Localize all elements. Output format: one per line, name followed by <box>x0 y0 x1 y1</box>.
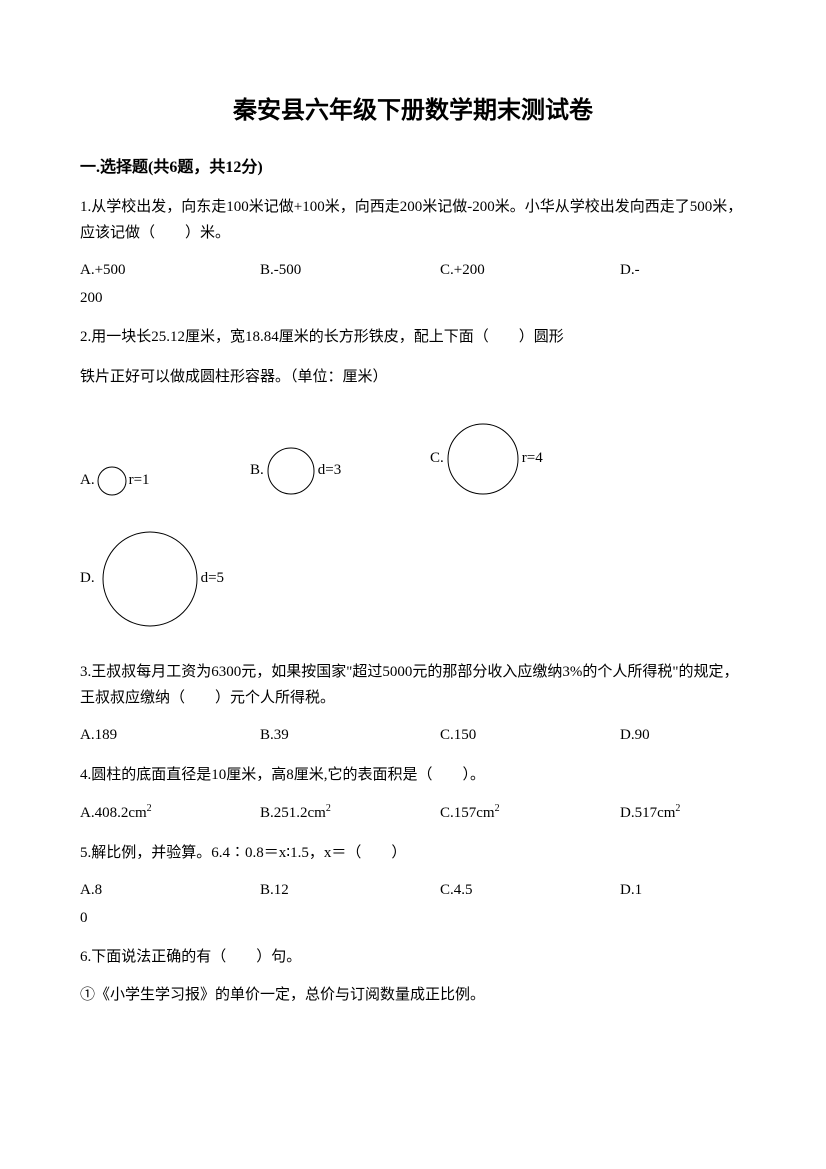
q3-option-b: B.39 <box>260 723 440 749</box>
q1-option-d: D.- <box>620 258 640 284</box>
q4-option-d: D.517cm2 <box>620 800 680 827</box>
circle-a-icon <box>95 464 129 498</box>
q4-option-b: B.251.2cm2 <box>260 800 440 827</box>
q2-option-c: C. r=4 <box>430 420 543 498</box>
q1-option-a: A.+500 <box>80 258 260 284</box>
circle-d-icon <box>99 528 201 630</box>
q2-text1: 2.用一块长25.12厘米，宽18.84厘米的长方形铁皮，配上下面（ ）圆形 <box>80 325 746 351</box>
q5-option-d: D.1 <box>620 878 642 904</box>
q2-option-a: A. r=1 <box>80 464 250 498</box>
q1-option-c: C.+200 <box>440 258 620 284</box>
q5-option-d-wrap: 0 <box>80 906 746 932</box>
q5-text: 5.解比例，并验算。6.4∶0.8＝x∶1.5，x＝（ ） <box>80 841 746 867</box>
q2-b-label: B. <box>250 458 264 484</box>
question-2: 2.用一块长25.12厘米，宽18.84厘米的长方形铁皮，配上下面（ ）圆形 铁… <box>80 325 746 630</box>
q5-option-a: A.8 <box>80 878 260 904</box>
question-3: 3.王叔叔每月工资为6300元，如果按国家"超过5000元的那部分收入应缴纳3%… <box>80 660 746 749</box>
q6-text: 6.下面说法正确的有（ ）句。 <box>80 945 746 971</box>
circle-b-icon <box>264 444 318 498</box>
q2-options-abc: A. r=1 B. d=3 C. r=4 <box>80 420 746 498</box>
q4-options: A.408.2cm2 B.251.2cm2 C.157cm2 D.517cm2 <box>80 800 746 827</box>
q4-text: 4.圆柱的底面直径是10厘米，高8厘米,它的表面积是（ ）。 <box>80 763 746 789</box>
question-5: 5.解比例，并验算。6.4∶0.8＝x∶1.5，x＝（ ） A.8 B.12 C… <box>80 841 746 932</box>
q3-option-d: D.90 <box>620 723 650 749</box>
section-header: 一.选择题(共6题，共12分) <box>80 153 746 177</box>
question-4: 4.圆柱的底面直径是10厘米，高8厘米,它的表面积是（ ）。 A.408.2cm… <box>80 763 746 827</box>
q2-d-val: d=5 <box>201 566 224 592</box>
q5-option-c: C.4.5 <box>440 878 620 904</box>
q2-c-val: r=4 <box>522 446 543 472</box>
q1-option-d-wrap: 200 <box>80 286 746 312</box>
q2-option-d: D. d=5 <box>80 528 746 630</box>
q2-b-val: d=3 <box>318 458 341 484</box>
page-title: 秦安县六年级下册数学期末测试卷 <box>80 90 746 125</box>
circle-c-icon <box>444 420 522 498</box>
q1-option-b: B.-500 <box>260 258 440 284</box>
q2-a-label: A. <box>80 468 95 494</box>
question-6: 6.下面说法正确的有（ ）句。 ①《小学生学习报》的单价一定，总价与订阅数量成正… <box>80 945 746 1008</box>
q3-option-a: A.189 <box>80 723 260 749</box>
q3-text: 3.王叔叔每月工资为6300元，如果按国家"超过5000元的那部分收入应缴纳3%… <box>80 660 746 711</box>
q5-options: A.8 B.12 C.4.5 D.1 0 <box>80 878 746 931</box>
q3-options: A.189 B.39 C.150 D.90 <box>80 723 746 749</box>
q5-option-b: B.12 <box>260 878 440 904</box>
q2-a-val: r=1 <box>129 468 150 494</box>
q2-option-b: B. d=3 <box>250 444 430 498</box>
q6-item1: ①《小学生学习报》的单价一定，总价与订阅数量成正比例。 <box>80 983 746 1009</box>
q2-text2: 铁片正好可以做成圆柱形容器。（单位：厘米） <box>80 365 746 391</box>
q4-option-a: A.408.2cm2 <box>80 800 260 827</box>
q1-options: A.+500 B.-500 C.+200 D.- 200 <box>80 258 746 311</box>
q2-d-label: D. <box>80 566 95 592</box>
q3-option-c: C.150 <box>440 723 620 749</box>
q4-option-c: C.157cm2 <box>440 800 620 827</box>
q1-text: 1.从学校出发，向东走100米记做+100米，向西走200米记做-200米。小华… <box>80 195 746 246</box>
q2-c-label: C. <box>430 446 444 472</box>
question-1: 1.从学校出发，向东走100米记做+100米，向西走200米记做-200米。小华… <box>80 195 746 311</box>
